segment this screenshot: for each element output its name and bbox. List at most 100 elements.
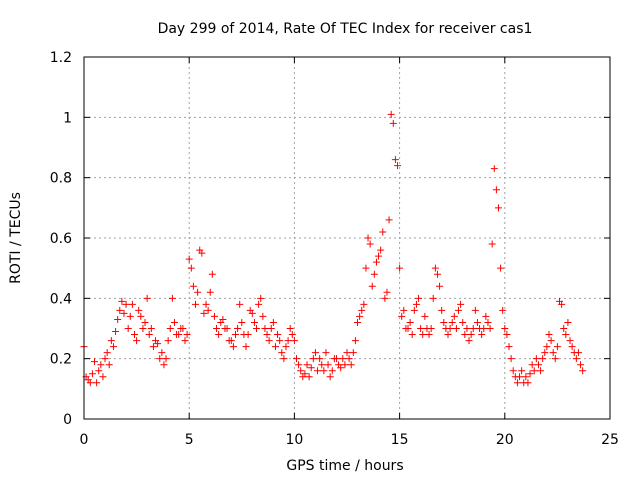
- x-tick-label: 25: [601, 432, 619, 448]
- data-point: [349, 349, 357, 357]
- data-point: [572, 355, 580, 363]
- data-point: [366, 240, 374, 248]
- data-point: [141, 318, 149, 326]
- data-point: [387, 110, 395, 118]
- data-point: [133, 337, 141, 345]
- data-point: [88, 370, 96, 378]
- data-point: [528, 361, 536, 369]
- data-point: [198, 249, 206, 257]
- data-point: [400, 306, 408, 314]
- data-point: [488, 240, 496, 248]
- data-point: [438, 306, 446, 314]
- data-point: [545, 331, 553, 339]
- data-point: [314, 367, 322, 375]
- data-point: [154, 340, 162, 348]
- data-point: [267, 325, 275, 332]
- data-point: [396, 264, 404, 272]
- data-point: [126, 312, 134, 320]
- data-point: [398, 312, 406, 320]
- data-point: [215, 331, 223, 339]
- data-point: [501, 325, 509, 332]
- data-point: [354, 318, 362, 326]
- data-point: [223, 325, 231, 332]
- data-point: [362, 264, 370, 272]
- data-point: [192, 300, 200, 308]
- data-point: [393, 162, 401, 170]
- data-point: [204, 306, 212, 314]
- data-point: [219, 315, 227, 323]
- data-point: [206, 288, 214, 296]
- data-point: [248, 309, 256, 317]
- data-point: [244, 331, 252, 339]
- data-point: [566, 337, 574, 345]
- data-point: [311, 349, 319, 357]
- data-point: [147, 325, 155, 332]
- data-point: [516, 373, 524, 381]
- data-point: [309, 355, 317, 363]
- data-point: [419, 331, 427, 339]
- x-tick-label: 5: [185, 432, 194, 448]
- x-tick-label: 15: [391, 432, 409, 448]
- data-point: [158, 349, 166, 357]
- data-point: [524, 379, 532, 387]
- data-point: [469, 325, 477, 332]
- data-point: [484, 318, 492, 326]
- data-point: [431, 264, 439, 272]
- x-tick-label: 10: [285, 432, 303, 448]
- data-point: [332, 355, 340, 363]
- data-point: [183, 331, 191, 339]
- data-point: [513, 379, 521, 387]
- data-point: [455, 306, 463, 314]
- data-point: [547, 337, 555, 345]
- data-point: [103, 349, 111, 357]
- data-point: [91, 358, 99, 366]
- data-point: [282, 343, 290, 351]
- data-point: [261, 325, 269, 332]
- data-point: [263, 331, 271, 339]
- data-point: [137, 312, 145, 320]
- data-point: [170, 318, 178, 326]
- data-point: [478, 331, 486, 339]
- data-point: [202, 300, 210, 308]
- data-point: [269, 318, 277, 326]
- data-point: [408, 331, 416, 339]
- x-tick-label: 0: [80, 432, 89, 448]
- data-point: [486, 325, 494, 332]
- data-point: [358, 306, 366, 314]
- data-point: [522, 373, 530, 381]
- data-point: [558, 300, 566, 308]
- data-point: [345, 355, 353, 363]
- data-point: [227, 337, 235, 345]
- data-point: [229, 343, 237, 351]
- data-point: [391, 156, 399, 164]
- data-point: [95, 367, 103, 375]
- data-point: [492, 186, 500, 194]
- data-point: [189, 282, 197, 290]
- data-point: [118, 297, 126, 305]
- data-point: [320, 367, 328, 375]
- data-point: [86, 379, 94, 387]
- data-point: [322, 349, 330, 357]
- data-point: [364, 234, 372, 242]
- data-point: [404, 325, 412, 332]
- data-point: [541, 349, 549, 357]
- y-tick-label: 0.4: [50, 291, 72, 307]
- data-point: [459, 318, 467, 326]
- data-point: [560, 325, 568, 332]
- data-point: [377, 246, 385, 254]
- data-point: [284, 337, 292, 345]
- y-tick-label: 0: [63, 412, 72, 428]
- data-point: [305, 373, 313, 381]
- data-point: [101, 355, 109, 363]
- data-point: [231, 331, 239, 339]
- data-point: [463, 325, 471, 332]
- data-point: [427, 325, 435, 332]
- data-point: [200, 309, 208, 317]
- data-point: [255, 300, 263, 308]
- data-point: [562, 331, 570, 339]
- data-point: [503, 331, 511, 339]
- data-point: [375, 252, 383, 260]
- data-point: [250, 318, 258, 326]
- data-point: [175, 331, 183, 339]
- data-point: [162, 355, 170, 363]
